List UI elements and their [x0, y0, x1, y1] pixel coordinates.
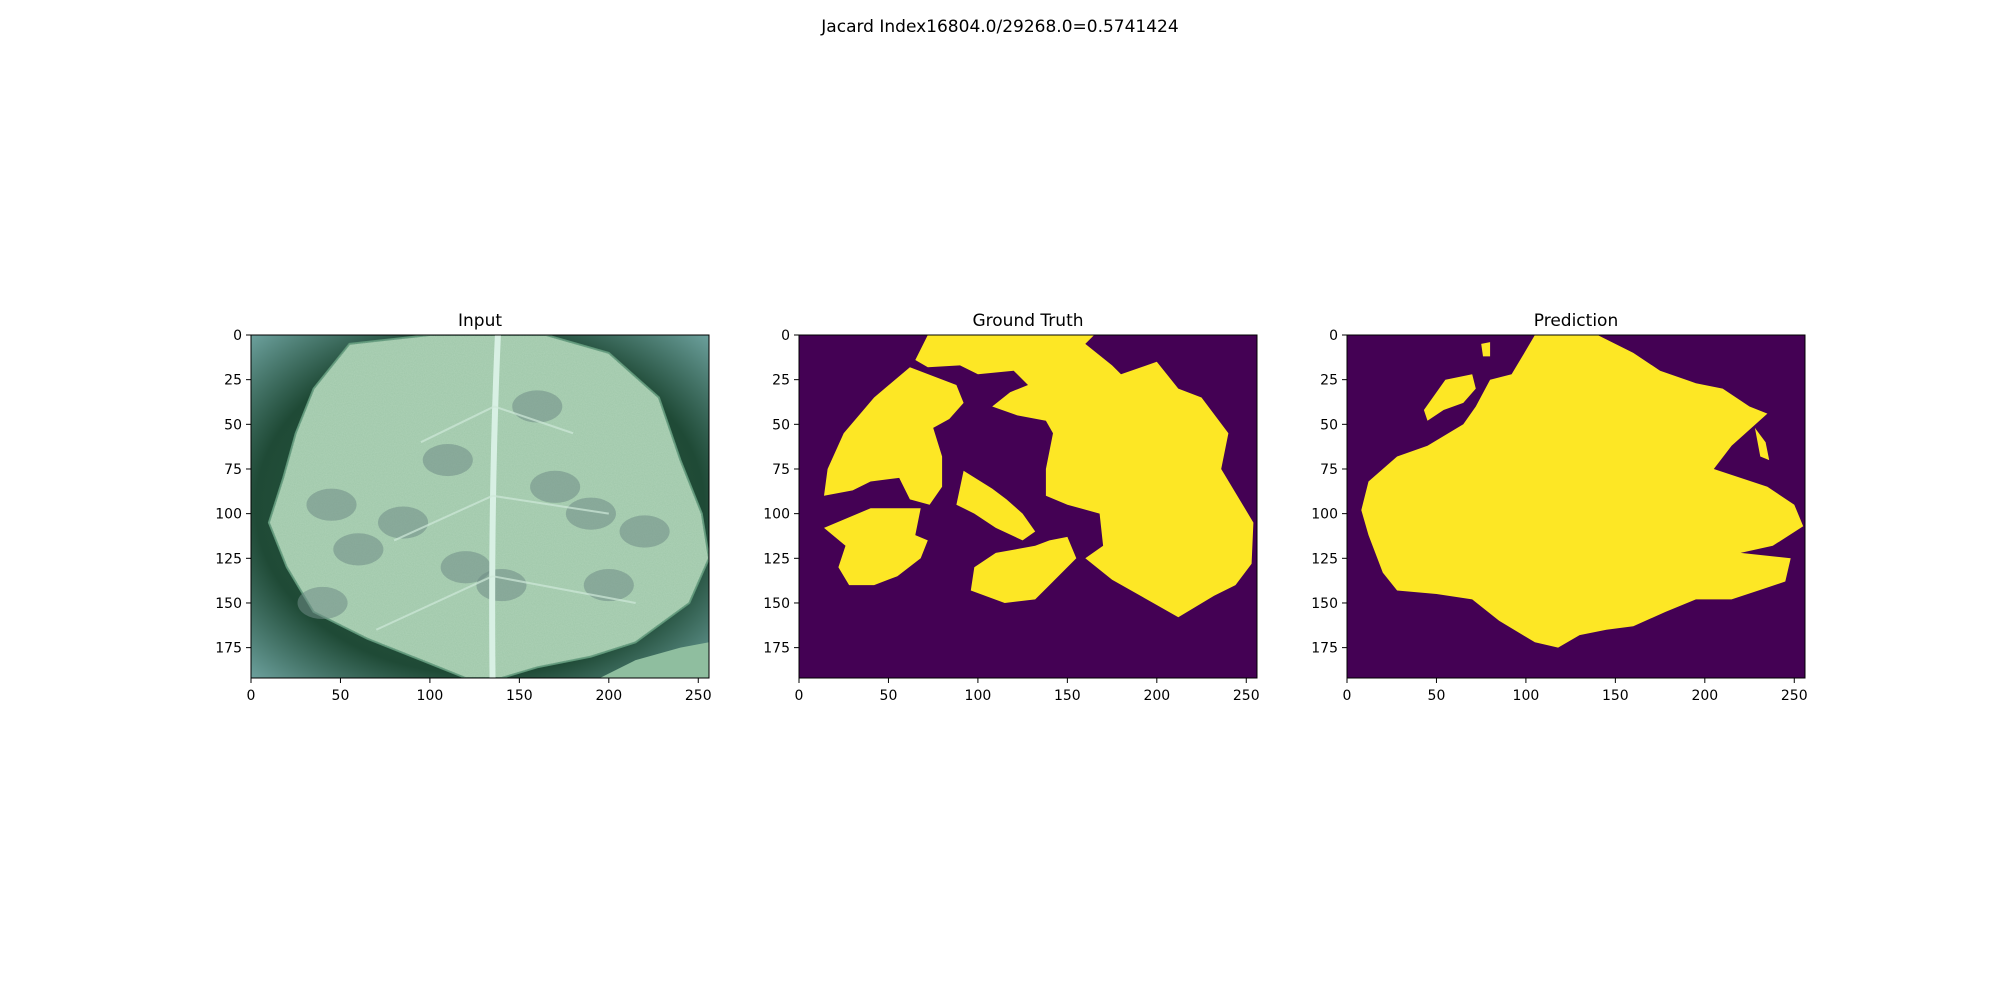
mask-region: [824, 367, 964, 505]
y-tick-label: 125: [1311, 551, 1338, 567]
x-tick-label: 50: [332, 688, 350, 704]
y-tick-label: 0: [233, 328, 242, 344]
mask-region: [970, 536, 1077, 603]
y-tick-label: 75: [1320, 462, 1338, 478]
y-tick-label: 25: [224, 373, 242, 389]
y-tick-label: 150: [215, 596, 242, 612]
y-tick-label: 100: [1311, 507, 1338, 523]
lesion-spot: [512, 390, 563, 423]
axes-title: Prediction: [1534, 311, 1618, 331]
x-tick-label: 200: [1691, 688, 1718, 704]
y-tick-label: 175: [763, 641, 790, 657]
mask-region: [824, 508, 928, 586]
leaf-vein: [420, 405, 495, 444]
lesion-spot: [333, 533, 384, 566]
mask-region: [956, 470, 1036, 541]
x-tick-label: 50: [880, 688, 898, 704]
lesion-spot: [565, 497, 616, 530]
y-tick-label: 0: [781, 328, 790, 344]
mask-region: [1423, 374, 1476, 421]
leaf-vein: [393, 494, 493, 542]
figure-title: Jacard Index16804.0/29268.0=0.5741424: [821, 17, 1179, 37]
y-tick-label: 175: [215, 641, 242, 657]
leaf-vein: [493, 405, 574, 435]
y-tick-label: 100: [215, 507, 242, 523]
x-tick-label: 150: [506, 688, 533, 704]
x-tick-label: 150: [1054, 688, 1081, 704]
y-tick-label: 50: [1320, 417, 1338, 433]
leaf-vein: [492, 575, 636, 604]
mask-region: [1361, 335, 1804, 648]
x-tick-label: 250: [1233, 688, 1260, 704]
mask-region: [1754, 427, 1770, 461]
leaf-vein: [492, 494, 609, 515]
x-tick-label: 0: [1343, 688, 1352, 704]
y-tick-label: 125: [763, 551, 790, 567]
x-tick-label: 200: [595, 688, 622, 704]
leaf-midrib: [489, 335, 501, 678]
mask-region: [1481, 342, 1491, 357]
y-tick-label: 175: [1311, 641, 1338, 657]
axes-input: Input 0 50 100 150 200 250 0 25 50 75 100 125 150 175: [215, 311, 711, 704]
x-tick-label: 50: [1428, 688, 1446, 704]
y-tick-label: 25: [1320, 373, 1338, 389]
x-tick-label: 100: [965, 688, 992, 704]
lesion-spot: [440, 551, 491, 584]
y-tick-label: 50: [224, 417, 242, 433]
x-tick-label: 250: [685, 688, 712, 704]
x-tick-label: 0: [247, 688, 256, 704]
leaf-vein: [375, 575, 493, 631]
x-tick-label: 100: [417, 688, 444, 704]
x-tick-label: 150: [1602, 688, 1629, 704]
x-tick-label: 250: [1781, 688, 1808, 704]
y-tick-label: 100: [763, 507, 790, 523]
lesion-spot: [297, 586, 348, 620]
input-image: [251, 335, 709, 678]
y-tick-label: 150: [763, 596, 790, 612]
y-tick-label: 25: [772, 373, 790, 389]
mask-region: [915, 335, 1254, 618]
y-tick-label: 0: [1329, 328, 1338, 344]
y-tick-label: 75: [224, 462, 242, 478]
lesion-spot: [378, 506, 429, 539]
y-tick-label: 125: [215, 551, 242, 567]
axes-prediction: Prediction 0 50 100 150 200 250 0 25 50 75 100 125 1…: [1311, 311, 1807, 704]
y-tick-label: 50: [772, 417, 790, 433]
leaf-secondary: [599, 642, 709, 678]
lesion-spot: [422, 443, 473, 477]
lesion-spot: [530, 470, 581, 503]
lesion-spot: [619, 515, 670, 548]
lesion-spot: [583, 569, 634, 602]
axes-title: Ground Truth: [972, 311, 1083, 331]
y-tick-label: 75: [772, 462, 790, 478]
x-tick-label: 0: [795, 688, 804, 704]
axes-ground-truth: Ground Truth 0 50 100 150 200 250 0 25 50 75 100 12…: [763, 311, 1259, 704]
y-tick-label: 150: [1311, 596, 1338, 612]
lesion-spot: [476, 569, 527, 602]
lesion-spot: [306, 488, 357, 521]
axes-title: Input: [458, 311, 502, 331]
x-tick-label: 200: [1143, 688, 1170, 704]
x-tick-label: 100: [1513, 688, 1540, 704]
